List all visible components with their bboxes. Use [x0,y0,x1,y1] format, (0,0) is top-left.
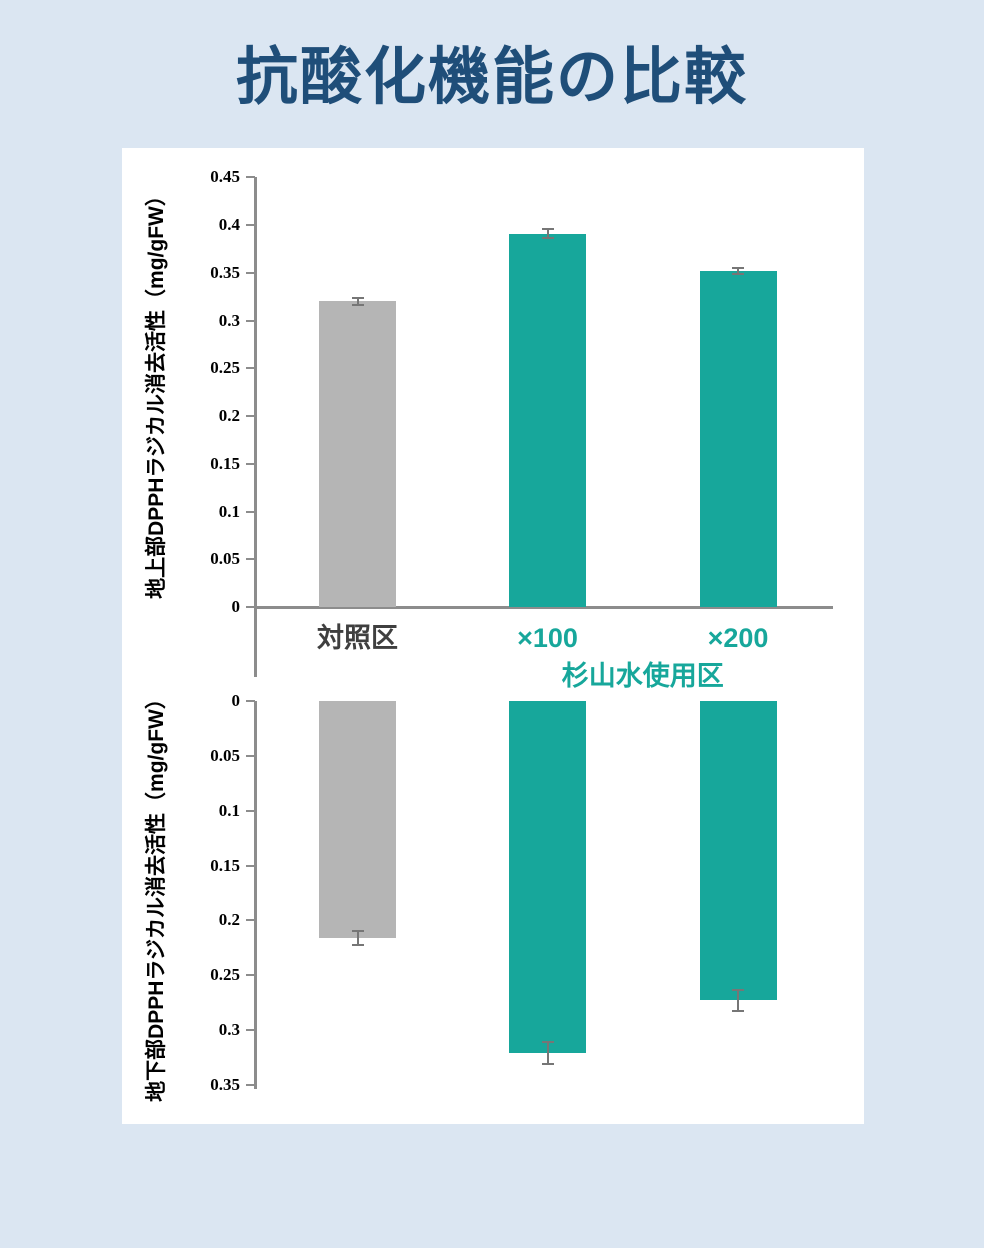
y-axis-tick-label: 0.1 [218,800,240,820]
bar-×100 [509,233,586,607]
error-bar-whisker [737,989,739,1012]
y-axis-tick-label: 0 [231,691,241,710]
y-axis-tick [246,864,255,867]
y-axis-tick [246,319,255,322]
y-axis-tick [246,1083,255,1086]
error-bar-cap [351,304,364,307]
y-axis-tick [246,271,255,274]
error-bar-cap [732,988,744,991]
error-bar-cap [732,272,744,275]
y-axis-tick [246,558,255,561]
bar-×200 [699,270,777,607]
y-axis-tick-label: 0.45 [210,167,240,187]
error-bar-cap [541,237,554,240]
error-bar-cap [732,1010,744,1013]
error-bar-cap [351,943,364,946]
y-axis-tick-label: 0.4 [218,215,240,234]
error-bar-whisker [546,1042,549,1065]
y-axis-tick [246,809,255,812]
lower-bar-chart: 0 0.05 0.1 0.15 0.2 0.25 0.3 0.35 [122,148,864,1124]
error-bar-cap [351,930,364,933]
error-bar-cap [541,227,554,230]
y-axis-line [254,177,257,677]
y-axis-tick [246,415,255,417]
y-axis-tick-label: 0.25 [210,358,240,378]
y-axis-tick-label: 0.15 [210,855,240,875]
y-axis-tick-label: 0.3 [218,1020,240,1040]
group-axis-label: 杉山水使用区 [561,661,724,691]
y-axis-tick [246,606,255,608]
category-label: ×100 [517,623,578,653]
y-axis-tick-label: 0.15 [210,453,240,473]
y-axis-tick-label: 0.2 [218,910,240,930]
error-bar-whisker [737,267,739,274]
y-axis-tick-label: 0 [231,597,241,616]
y-axis-tick [246,1029,255,1032]
y-axis-tick [246,510,255,513]
y-axis-tick-label: 0.35 [210,1074,240,1094]
y-axis-tick-label: 0.1 [218,501,240,521]
y-axis-tick-label: 0.3 [218,310,240,330]
error-bar-whisker [546,228,549,239]
error-bar-cap [541,1063,554,1066]
bar-series1 [509,701,586,1054]
bar-series0 [319,701,396,938]
y-axis-tick-label: 0.2 [218,406,240,425]
y-axis-tick-label: 0.35 [210,262,240,282]
y-axis-tick [246,462,255,465]
y-axis-tick-label: 0.05 [210,745,240,765]
y-axis-tick [246,367,255,370]
error-bar-cap [351,296,364,299]
upper-bar-chart: 0 0.05 0.1 0.15 0.2 0.25 0.3 0.35 0.4 0.45 対照区 ×100… [122,148,864,1124]
y-axis-tick [246,974,255,977]
y-axis-tick [246,700,255,702]
y-axis-tick [246,919,255,922]
y-axis-tick [246,224,255,226]
y-axis-tick-label: 0.05 [210,549,240,569]
page-title: 抗酸化機能の比較 [235,43,748,112]
error-bar-cap [541,1041,554,1044]
y-axis-tick [246,754,255,757]
bar-対照区 [319,301,396,607]
error-bar-cap [732,266,744,269]
y-axis-line [254,701,257,1089]
bar-series2 [699,701,777,1001]
x-axis-line [255,606,833,609]
y-axis-tick [246,176,255,179]
error-bar-whisker [356,931,359,945]
chart-panel: 地上部DPPHラジカル消去活性（mg/gFW） 地下部DPPHラジカル消去活性（… [122,148,864,1124]
category-label: 対照区 [317,623,398,653]
y-axis-tick-label: 0.25 [210,965,240,985]
error-bar-whisker [356,297,359,306]
category-label: ×200 [707,623,769,653]
